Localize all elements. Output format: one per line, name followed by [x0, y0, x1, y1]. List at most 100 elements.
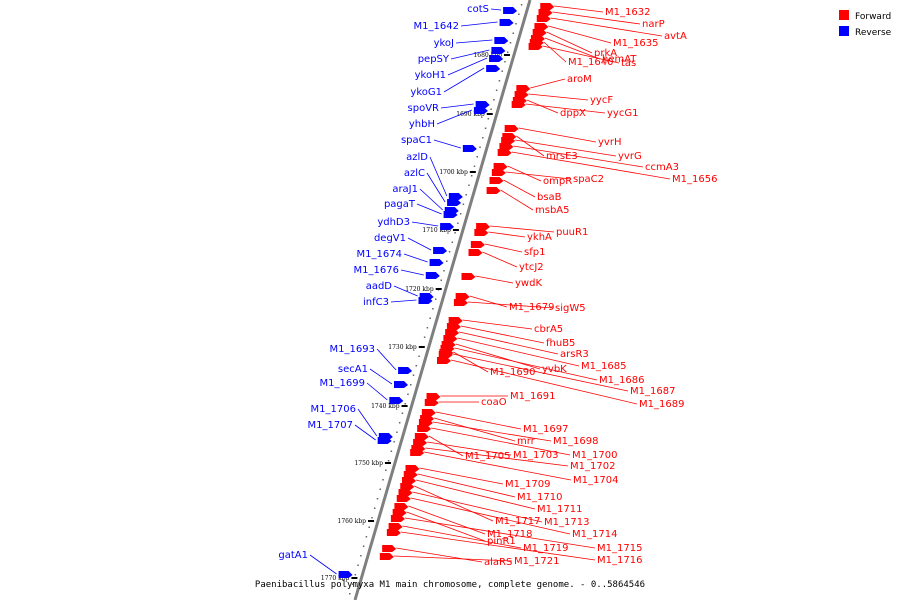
forward-leader-line	[526, 99, 559, 114]
forward-gene-glyph	[438, 351, 453, 358]
axis-dot	[387, 460, 390, 462]
forward-gene-glyph	[400, 483, 415, 490]
axis-dot	[423, 336, 426, 338]
forward-leader-line	[482, 251, 518, 268]
reverse-gene-glyph	[486, 65, 501, 72]
forward-leader-lines	[393, 5, 671, 563]
tick-label: 1720 kbp	[405, 286, 434, 293]
axis-dot	[515, 23, 517, 25]
forward-gene-glyph	[437, 357, 451, 364]
axis-dot	[468, 184, 470, 186]
reverse-gene-label: cotS	[467, 4, 489, 15]
forward-gene-label: M1_1703	[513, 450, 558, 461]
reverse-leader-line	[440, 103, 474, 109]
forward-gene-label: M1_1718	[487, 529, 532, 540]
forward-gene-glyphs	[379, 3, 555, 560]
reverse-gene-glyph	[418, 297, 433, 304]
forward-gene-label: cbrA5	[534, 324, 563, 335]
reverse-gene-label: M1_1707	[308, 420, 353, 431]
forward-leader-line	[425, 447, 569, 467]
reverse-leader-line	[393, 285, 418, 297]
forward-gene-glyph	[476, 223, 491, 230]
forward-gene-label: M1_1690	[490, 367, 535, 378]
forward-gene-glyph	[440, 345, 455, 352]
forward-leader-line	[467, 301, 554, 309]
forward-gene-glyph	[410, 449, 425, 456]
axis-dot	[396, 431, 398, 433]
reverse-gene-glyph	[425, 272, 440, 279]
forward-leader-line	[484, 243, 523, 253]
forward-gene-glyph	[532, 29, 547, 36]
forward-gene-label: M1_1656	[672, 174, 717, 185]
forward-gene-label: M1_1721	[514, 556, 559, 567]
reverse-gene-glyph	[462, 145, 477, 152]
axis-dot	[459, 213, 462, 215]
forward-gene-glyph	[443, 335, 458, 342]
reverse-leader-line	[309, 554, 337, 575]
forward-gene-label: M1_1632	[605, 7, 650, 18]
reverse-gene-label: spaC1	[401, 135, 432, 146]
forward-gene-label: hemAT	[602, 54, 637, 65]
axis-dot	[495, 89, 498, 91]
forward-leader-line	[460, 325, 545, 344]
reverse-leader-line	[450, 49, 490, 60]
axis-dot	[473, 165, 476, 167]
axis-dot	[462, 203, 465, 205]
reverse-gene-label: yhbH	[409, 119, 435, 130]
forward-gene-glyph	[402, 477, 416, 484]
axis-dot	[509, 42, 512, 44]
tick-label: 1730 kbp	[388, 344, 417, 351]
reverse-gene-label: M1_1699	[320, 378, 365, 389]
axis-dot	[484, 127, 487, 129]
reverse-gene-label: ykoG1	[410, 87, 442, 98]
reverse-leader-line	[390, 299, 417, 303]
forward-gene-glyph	[453, 299, 468, 306]
axis-dot	[373, 507, 376, 509]
tick-label: 1710 kbp	[422, 227, 451, 234]
axis-dot	[443, 270, 445, 272]
reverse-leader-line	[455, 39, 493, 44]
forward-gene-glyph	[504, 125, 519, 132]
axis-dot	[382, 479, 384, 481]
legend-swatch-forward	[839, 10, 849, 20]
axis-dot	[365, 536, 368, 538]
forward-gene-label: mrsE3	[546, 151, 578, 162]
axis-dot	[490, 108, 492, 110]
axis-dot	[426, 327, 429, 329]
forward-gene-label: pinR1	[487, 536, 516, 547]
reverse-gene-label: ykoH1	[415, 70, 446, 81]
forward-gene-label: yvrH	[598, 137, 621, 148]
axis-dot	[487, 118, 490, 120]
forward-gene-label: ytcJ2	[519, 262, 544, 273]
forward-gene-glyph	[470, 241, 485, 248]
reverse-gene-label: M1_1693	[330, 344, 375, 355]
forward-gene-label: prkA	[594, 48, 617, 59]
reverse-gene-label: araJ1	[392, 184, 418, 195]
forward-gene-label: M1_1714	[572, 529, 617, 540]
reverse-gene-label: infC3	[363, 297, 389, 308]
reverse-gene-label: degV1	[374, 233, 406, 244]
forward-gene-label: puuR1	[556, 227, 588, 238]
tick-label: 1740 kbp	[371, 403, 400, 410]
axis-dot	[398, 422, 401, 424]
reverse-leader-line	[354, 424, 376, 441]
forward-gene-label: spaC2	[573, 174, 604, 185]
forward-leader-line	[554, 5, 604, 13]
reverse-gene-label: ykoJ	[434, 38, 454, 49]
forward-leader-line	[515, 139, 617, 157]
forward-gene-glyph	[534, 23, 549, 30]
forward-leader-line	[550, 17, 663, 37]
forward-gene-label: M1_1705	[465, 451, 510, 462]
reverse-gene-glyph	[394, 381, 408, 388]
reverse-gene-glyph	[473, 107, 488, 114]
reverse-gene-label: gatA1	[278, 550, 308, 561]
reverse-gene-glyphs	[338, 7, 518, 578]
axis-dot	[470, 175, 473, 177]
reverse-gene-label: secA1	[338, 364, 368, 375]
forward-leader-line	[469, 295, 508, 308]
reverse-leader-line	[411, 221, 439, 227]
reverse-leader-line	[366, 382, 388, 401]
forward-leader-line	[503, 179, 536, 198]
axis-dot	[362, 545, 365, 547]
